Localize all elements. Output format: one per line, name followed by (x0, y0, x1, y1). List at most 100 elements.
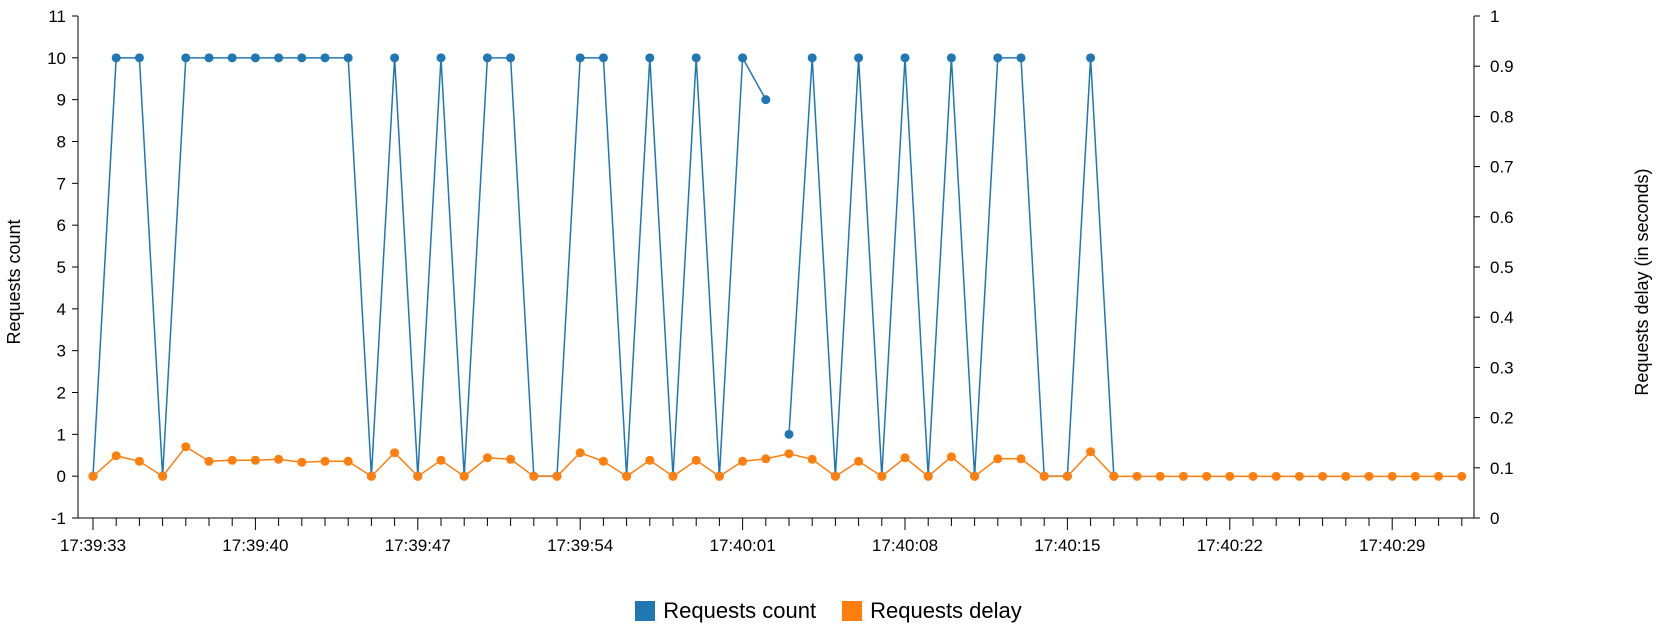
x-tick-label: 17:40:29 (1359, 536, 1425, 555)
point-delay (714, 471, 724, 481)
left-tick-label: 3 (57, 342, 66, 361)
point-count (900, 53, 910, 63)
point-delay (1271, 471, 1281, 481)
legend-label-delay: Requests delay (870, 598, 1022, 623)
point-delay (366, 471, 376, 481)
point-delay (343, 456, 353, 466)
point-delay (900, 453, 910, 463)
right-tick-label: 1 (1490, 7, 1499, 26)
point-delay (552, 471, 562, 481)
point-count (575, 53, 585, 63)
series-layer (88, 53, 1467, 481)
point-delay (413, 471, 423, 481)
point-count (807, 53, 817, 63)
right-tick-label: 0.5 (1490, 258, 1514, 277)
point-delay (1341, 471, 1351, 481)
right-tick-label: 0.4 (1490, 308, 1514, 327)
right-tick-label: 0.1 (1490, 459, 1514, 478)
point-delay (1248, 471, 1258, 481)
legend-item-delay[interactable]: Requests delay (842, 598, 1022, 624)
point-count (390, 53, 400, 63)
point-count (738, 53, 748, 63)
x-tick-label: 17:39:54 (547, 536, 613, 555)
point-delay (1410, 471, 1420, 481)
point-delay (645, 455, 655, 465)
point-delay (158, 471, 168, 481)
left-tick-label: 11 (48, 7, 66, 26)
point-delay (459, 471, 469, 481)
point-count (761, 95, 771, 105)
point-delay (598, 456, 608, 466)
point-count (598, 53, 608, 63)
x-tick-label: 17:39:33 (60, 536, 126, 555)
series-delay (88, 442, 1467, 481)
point-count (227, 53, 237, 63)
point-delay (784, 449, 794, 459)
point-delay (1178, 471, 1188, 481)
x-axis: 17:39:33 17:39:40 17:39:47 17:39:54 17:40:01… (60, 517, 1474, 555)
point-delay (297, 457, 307, 467)
point-delay (390, 448, 400, 458)
x-tick-label: 17:40:01 (710, 536, 776, 555)
left-tick-label: 10 (47, 49, 66, 68)
point-delay (1457, 471, 1467, 481)
left-tick-label: 2 (57, 384, 66, 403)
point-delay (529, 471, 539, 481)
point-count (181, 53, 191, 63)
left-tick-label: 4 (57, 300, 66, 319)
point-count (297, 53, 307, 63)
legend: Requests count Requests delay (0, 598, 1657, 624)
point-delay (320, 456, 330, 466)
left-tick-label: 8 (57, 133, 66, 152)
point-delay (1109, 471, 1119, 481)
right-tick-label: 0.3 (1490, 358, 1514, 377)
point-delay (1364, 471, 1374, 481)
point-delay (88, 471, 98, 481)
left-axis-title: Requests count (4, 219, 24, 344)
legend-item-count[interactable]: Requests count (635, 598, 816, 624)
point-delay (807, 454, 817, 464)
point-delay (250, 455, 260, 465)
point-delay (1039, 471, 1049, 481)
x-tick-label: 17:39:47 (385, 536, 451, 555)
point-count (320, 53, 330, 63)
point-delay (1225, 471, 1235, 481)
point-delay (877, 471, 887, 481)
point-delay (970, 471, 980, 481)
point-delay (691, 455, 701, 465)
point-delay (204, 456, 214, 466)
left-tick-label: 0 (57, 467, 66, 486)
point-delay (761, 454, 771, 464)
legend-swatch-delay (842, 601, 863, 621)
right-tick-label: 0.8 (1490, 107, 1514, 126)
point-delay (993, 454, 1003, 464)
point-count (645, 53, 655, 63)
point-delay (1318, 471, 1328, 481)
point-delay (854, 456, 864, 466)
right-tick-label: 0.2 (1490, 409, 1514, 428)
point-delay (575, 448, 585, 458)
right-y-axis: 0 0.1 0.2 0.3 0.4 0.5 0.6 0.7 0.8 0.9 1 (1473, 7, 1514, 528)
right-axis-title: Requests delay (in seconds) (1632, 168, 1652, 395)
x-tick-label: 17:40:22 (1197, 536, 1263, 555)
point-delay (1434, 471, 1444, 481)
point-delay (830, 471, 840, 481)
right-tick-label: 0.7 (1490, 158, 1514, 177)
left-tick-label: 1 (57, 425, 66, 444)
left-tick-label: 7 (57, 174, 66, 193)
point-count (854, 53, 864, 63)
point-delay (622, 471, 632, 481)
right-tick-label: 0 (1490, 509, 1499, 528)
point-count (134, 53, 144, 63)
point-count (1016, 53, 1026, 63)
point-count (691, 53, 701, 63)
series-line-count (788, 57, 1115, 477)
point-delay (181, 442, 191, 452)
legend-label-count: Requests count (663, 598, 817, 623)
point-delay (134, 456, 144, 466)
point-delay (111, 451, 121, 461)
point-delay (1132, 471, 1142, 481)
left-tick-label: -1 (51, 509, 66, 528)
x-tick-label: 17:40:08 (872, 536, 938, 555)
point-delay (738, 456, 748, 466)
